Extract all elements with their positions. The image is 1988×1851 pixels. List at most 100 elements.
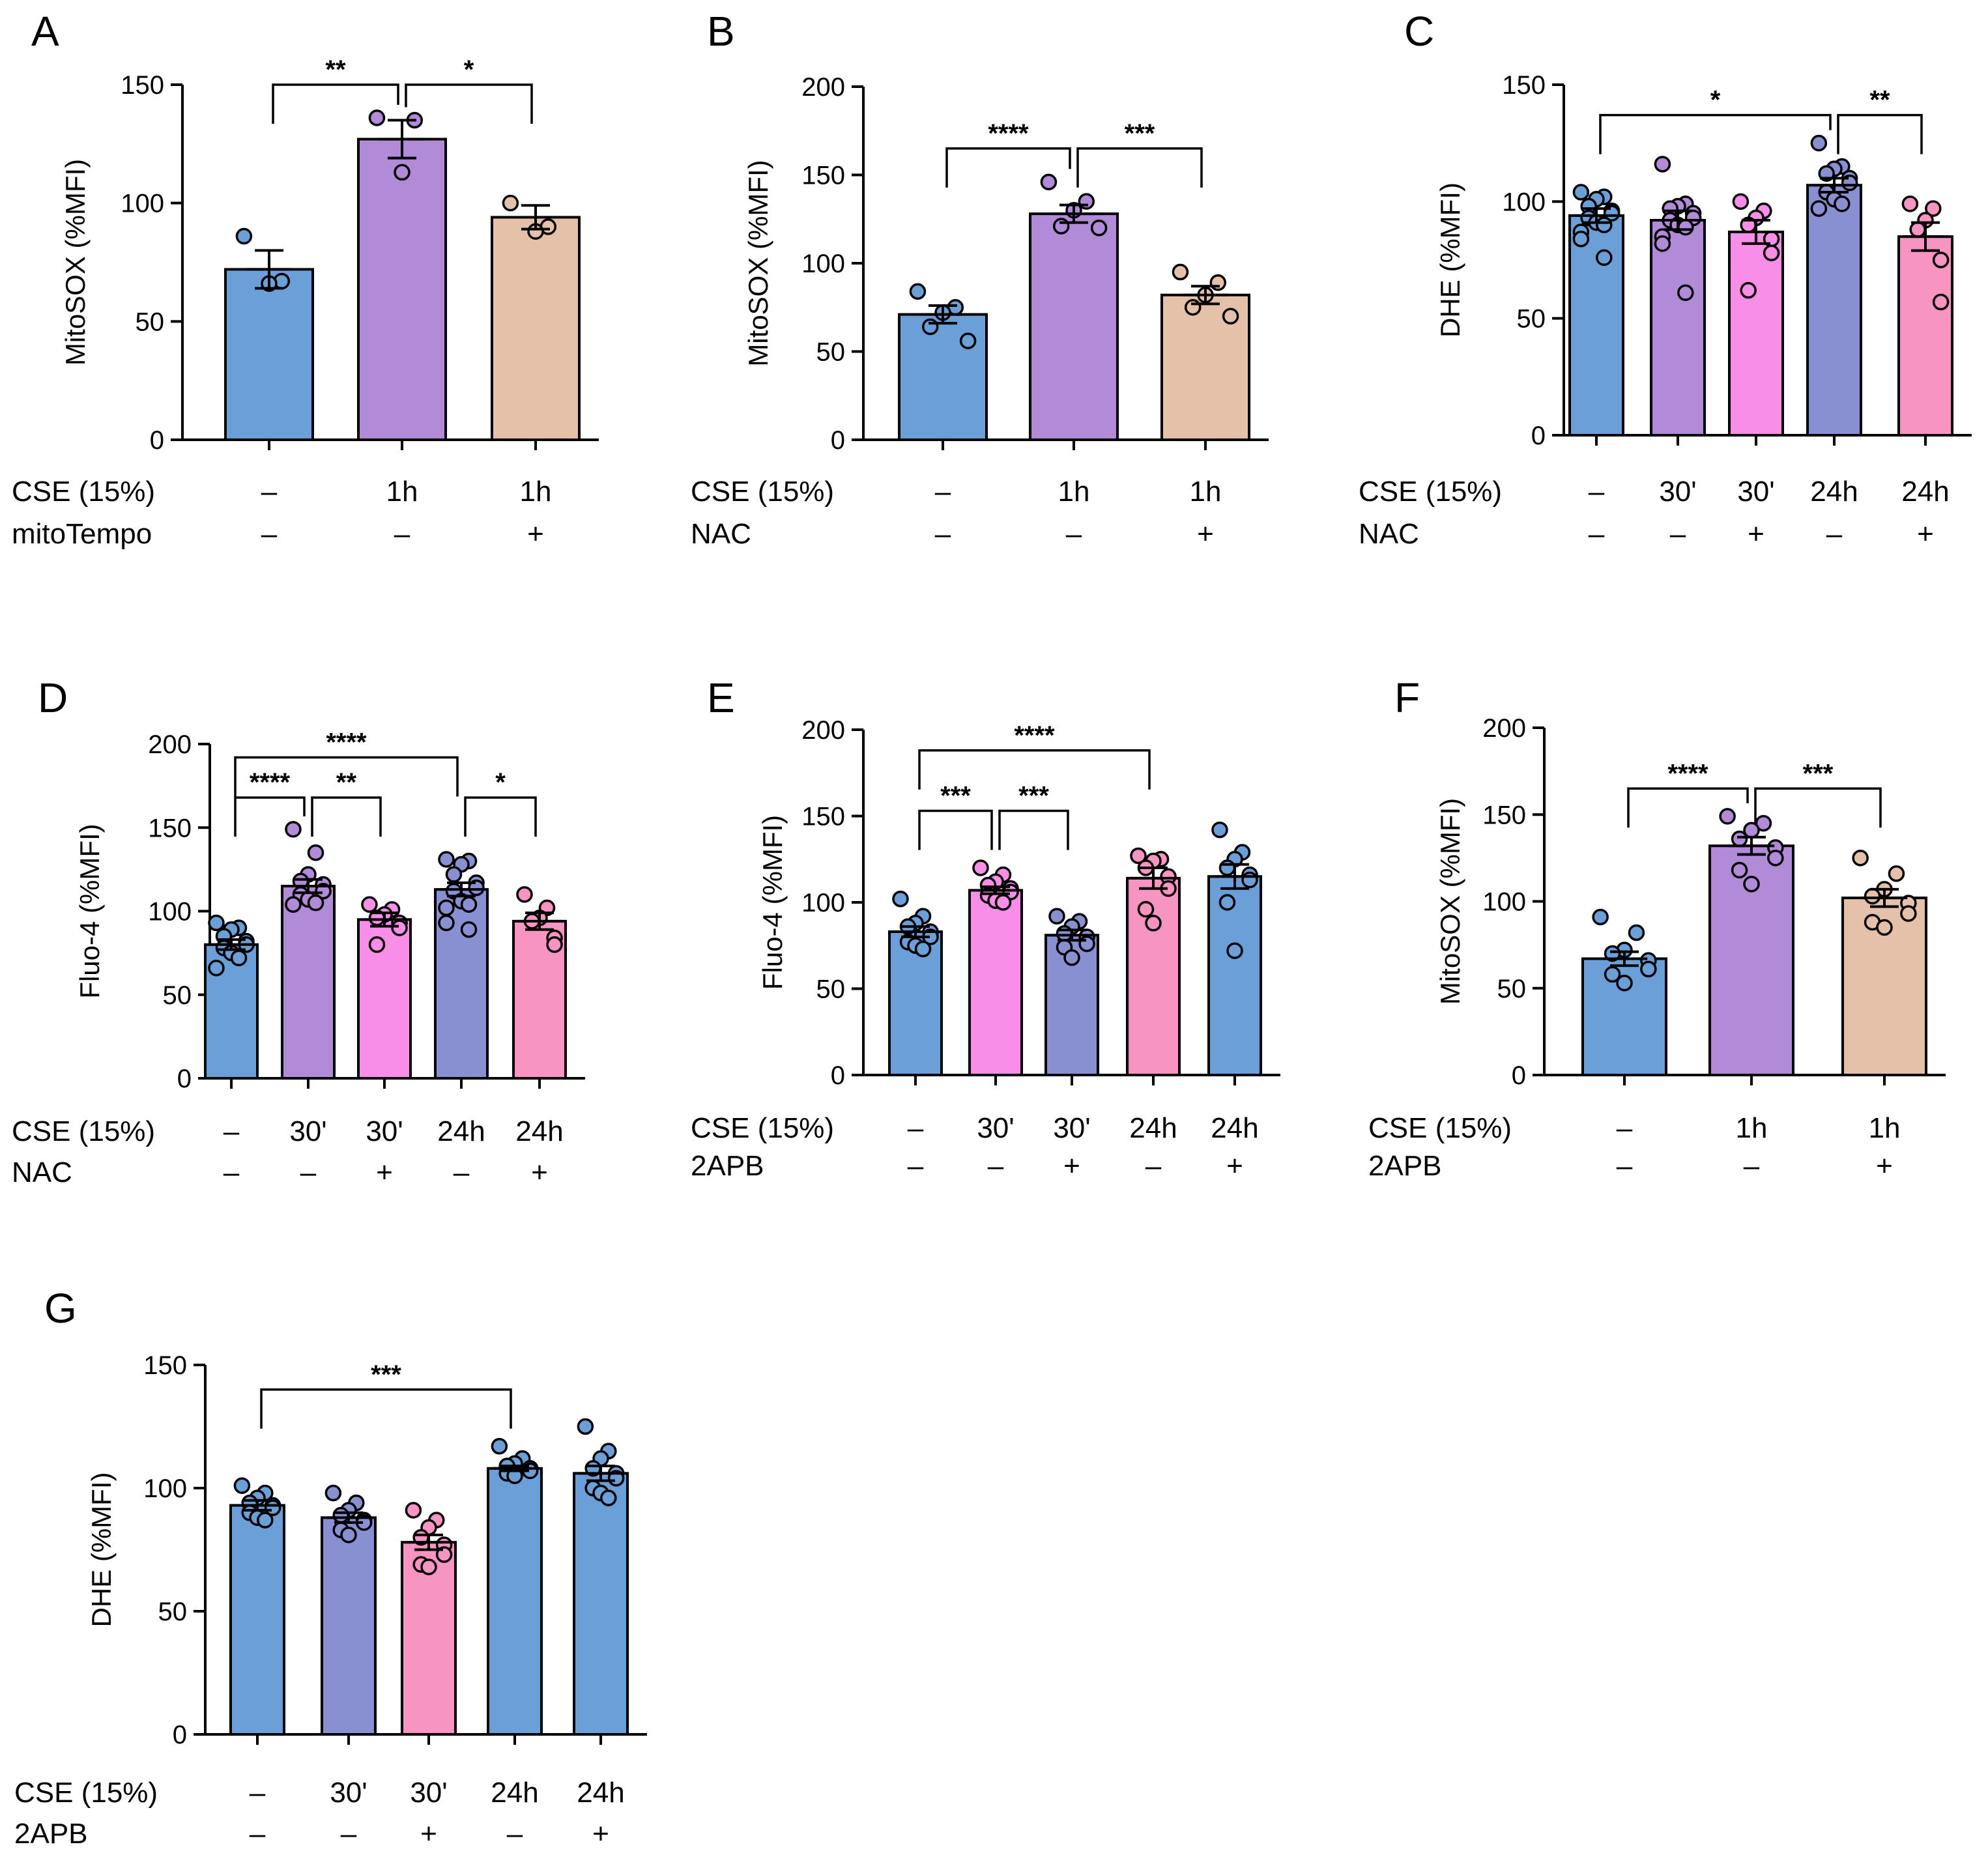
category-label: 1h [1736,1112,1768,1144]
y-tick-label: 100 [1482,888,1526,917]
y-tick-label: 150 [148,814,192,842]
category-label: – [223,1115,240,1147]
significance-label: **** [1667,759,1708,788]
data-point [1628,924,1645,941]
category-label: 24h [1211,1112,1258,1144]
data-point [491,1437,508,1455]
data-point [460,921,478,938]
data-point [1209,274,1227,291]
panel-letter: B [707,8,735,55]
category-label: – [1066,518,1082,550]
bar [898,313,988,441]
data-point [1218,894,1236,911]
category-label: – [988,1150,1004,1182]
data-point [394,164,411,181]
bar [357,137,447,441]
y-tick-label: 50 [1497,975,1527,1003]
panel-letter: F [1394,674,1420,721]
y-axis-label: MitoSOX (%MFI) [1435,798,1465,1005]
data-point [307,844,324,861]
y-tick-label: 50 [136,308,165,336]
data-point [516,886,533,903]
data-point [1241,871,1258,889]
category-label: 30' [410,1777,447,1809]
bar [491,216,581,441]
row-header-label: CSE (15%) [14,1777,158,1809]
data-point [1596,216,1613,233]
bar [1029,212,1119,441]
data-point [1932,251,1950,268]
row-header-label: 2APB [691,1150,764,1182]
y-tick-label: 150 [143,1351,187,1380]
category-label: + [1063,1150,1080,1182]
data-point [1732,193,1750,210]
category-label: + [1226,1150,1243,1182]
data-point [438,914,455,932]
panel-e: E 0 50 100 150 200 Fluo-4 (%MFI) – – 30' – 30' +24h –… [691,674,1280,1182]
category-label: 1h [386,476,418,508]
data-point [1900,905,1917,922]
significance-label: * [1710,86,1721,115]
data-point [1218,859,1236,876]
category-label: 24h [577,1777,624,1809]
bar [281,885,336,1080]
significance-bracket [998,809,1069,850]
category-label: – [1589,476,1605,508]
category-label: – [223,1156,240,1188]
data-point [332,1506,349,1524]
category-label: 1h [1869,1112,1901,1144]
significance-bracket [1627,787,1749,828]
data-point [1078,193,1095,210]
panel-a: A 0 50 100 150 MitoSOX (%MFI) – – 1h – 1h + CSE (15%… [12,8,599,550]
data-point [1767,850,1784,867]
data-point [340,1527,357,1543]
y-tick-label: 0 [150,426,164,455]
data-point [208,914,225,932]
row-header-label: CSE (15%) [12,476,155,508]
y-tick-label: 0 [1531,422,1546,450]
data-point [1731,830,1748,848]
data-point [230,949,248,967]
category-label: + [1748,518,1765,550]
data-point [1040,173,1058,191]
y-tick-label: 0 [177,1065,192,1093]
data-point [460,896,478,913]
category-label: 30' [1053,1112,1090,1144]
bar [224,268,314,441]
data-point [315,882,332,900]
category-label: 30' [366,1115,403,1147]
significance-label: * [495,768,506,797]
category-label: 1h [520,476,552,508]
category-label: 30' [289,1115,326,1147]
y-tick-label: 200 [148,730,192,759]
category-label: 24h [1129,1112,1177,1144]
y-tick-label: 0 [831,1061,845,1090]
data-point [235,227,253,245]
significance-label: **** [250,768,291,797]
y-tick-label: 0 [831,426,845,455]
y-tick-label: 50 [816,975,846,1004]
data-point [1137,900,1155,918]
bar [888,930,943,1077]
significance-label: ** [1869,86,1890,115]
y-tick-label: 200 [801,716,845,745]
data-point [1572,230,1590,248]
significance-bracket [405,83,533,124]
row-header-label: NAC [12,1156,72,1188]
row-header-label: 2APB [1368,1150,1442,1182]
significance-bracket [945,147,1071,188]
row-header-label: CSE (15%) [1368,1112,1512,1144]
significance-label: **** [988,119,1029,148]
data-point [909,283,927,300]
data-point [361,896,378,913]
significance-label: ** [325,55,346,84]
category-label: + [1917,518,1934,550]
category-label: + [1197,518,1214,550]
data-point [1810,200,1828,217]
y-axis-label: DHE (%MFI) [86,1472,117,1628]
significance-bracket [918,809,993,850]
category-label: 30' [977,1112,1014,1144]
data-point [285,896,302,913]
data-point [1640,960,1657,978]
